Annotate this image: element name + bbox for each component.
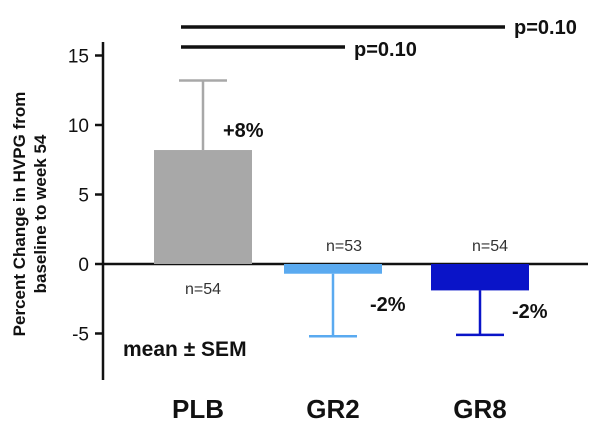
p-value-label: p=0.10: [354, 39, 417, 61]
bar-gr2: [284, 264, 382, 274]
value-label: -2%: [512, 301, 548, 323]
y-tick-label: 10: [68, 116, 89, 137]
error-bars: [179, 79, 504, 338]
y-axis-label: Percent Change in HVPG from baseline to …: [10, 92, 50, 337]
y-axis-label-line-1: Percent Change in HVPG from: [10, 92, 29, 337]
axes: 15 10 5 0 -5: [68, 42, 588, 380]
n-label: n=54: [185, 281, 221, 298]
category-label: GR8: [453, 394, 506, 424]
category-label: PLB: [172, 394, 224, 424]
chart-labels: +8% -2% -2% n=54 n=53 n=54 PLB GR2 GR8: [172, 120, 548, 424]
y-tick-label: 0: [78, 255, 89, 276]
bar-gr8: [431, 264, 529, 291]
y-axis-label-line-2: baseline to week 54: [31, 134, 50, 293]
value-label: -2%: [370, 294, 406, 316]
n-label: n=53: [326, 238, 362, 255]
category-label: GR2: [306, 394, 359, 424]
value-label: +8%: [223, 120, 264, 142]
mean-sem-note: mean ± SEM: [123, 338, 247, 361]
bar-plb: [154, 150, 252, 264]
y-tick-label: -5: [72, 325, 89, 346]
p-value-label: p=0.10: [514, 17, 577, 39]
n-label: n=54: [472, 238, 508, 255]
bars: [154, 150, 529, 291]
y-tick-label: 5: [78, 186, 89, 207]
y-tick-label: 15: [68, 47, 89, 68]
significance-brackets: p=0.10 p=0.10: [181, 17, 577, 61]
